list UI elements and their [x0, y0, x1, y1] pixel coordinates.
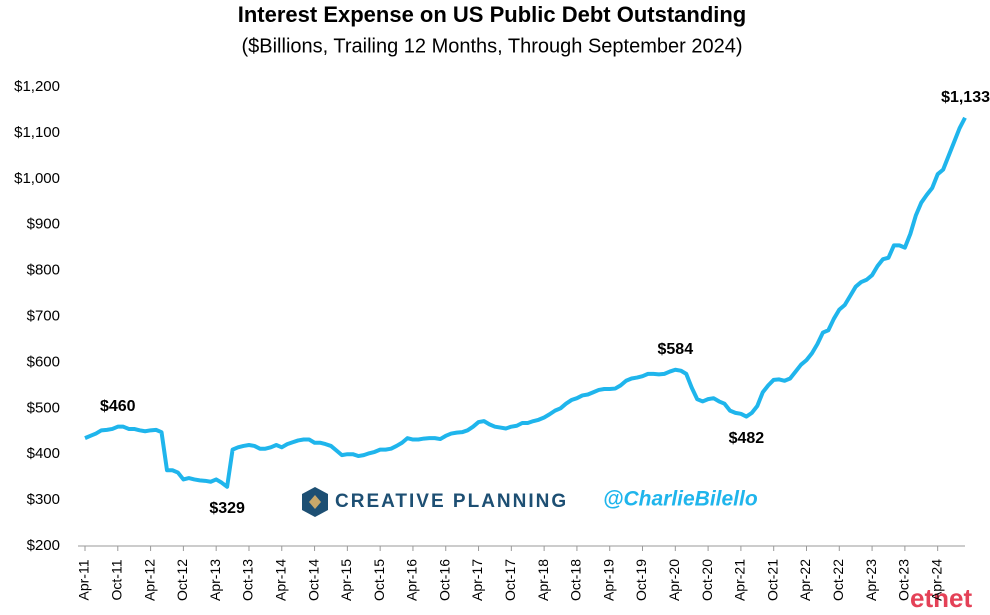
- value-label: $329: [209, 500, 245, 517]
- x-tick-label: Oct-22: [830, 559, 846, 601]
- x-tick-label: Oct-15: [371, 559, 387, 601]
- x-tick-label: Oct-21: [764, 559, 780, 601]
- x-tick-label: Apr-24: [928, 559, 944, 601]
- x-tick-label: Oct-16: [436, 559, 452, 601]
- y-tick-label: $1,000: [14, 170, 60, 187]
- handle: @CharlieBilello: [603, 488, 758, 511]
- y-tick-label: $1,100: [14, 124, 60, 141]
- x-tick-label: Oct-18: [568, 559, 584, 601]
- x-tick-label: Apr-11: [76, 559, 92, 600]
- x-tick-label: Apr-14: [272, 559, 288, 601]
- x-tick-label: Apr-19: [600, 559, 616, 601]
- brand-logo: [302, 487, 328, 517]
- x-tick-label: Apr-15: [338, 559, 354, 601]
- value-label: $460: [100, 398, 136, 415]
- x-tick-label: Oct-12: [174, 559, 190, 601]
- value-label: $584: [658, 341, 694, 358]
- x-tick-label: Apr-21: [732, 559, 748, 601]
- brand-text: CREATIVE PLANNING: [335, 491, 568, 512]
- y-tick-label: $700: [27, 307, 60, 324]
- x-tick-label: Oct-19: [633, 559, 649, 601]
- y-tick-label: $500: [27, 399, 60, 416]
- x-tick-label: Apr-12: [141, 559, 157, 601]
- y-tick-label: $800: [27, 262, 60, 279]
- watermark: etnet: [910, 583, 972, 613]
- x-tick-label: Apr-16: [404, 559, 420, 601]
- x-tick-label: Apr-18: [535, 559, 551, 601]
- chart-subtitle: ($Billions, Trailing 12 Months, Through …: [241, 35, 742, 57]
- value-label: $482: [729, 430, 765, 447]
- x-tick-label: Apr-23: [863, 559, 879, 601]
- y-tick-label: $900: [27, 216, 60, 233]
- y-tick-label: $300: [27, 491, 60, 508]
- line-series: [84, 116, 967, 489]
- value-label: $1,133: [941, 89, 990, 106]
- x-tick-label: Apr-22: [797, 559, 813, 601]
- chart-title: Interest Expense on US Public Debt Outst…: [238, 2, 747, 27]
- y-tick-label: $600: [27, 353, 60, 370]
- y-tick-label: $200: [27, 537, 60, 554]
- x-tick-label: Oct-11: [108, 559, 124, 600]
- x-tick-label: Oct-13: [240, 559, 256, 601]
- x-tick-label: Apr-17: [469, 559, 485, 601]
- x-tick-label: Oct-14: [305, 559, 321, 601]
- y-tick-label: $1,200: [14, 78, 60, 95]
- y-tick-label: $400: [27, 445, 60, 462]
- x-tick-label: Apr-13: [207, 559, 223, 601]
- x-tick-label: Oct-17: [502, 559, 518, 601]
- x-tick-label: Oct-20: [699, 559, 715, 601]
- x-tick-label: Oct-23: [896, 559, 912, 601]
- x-tick-label: Apr-20: [666, 559, 682, 601]
